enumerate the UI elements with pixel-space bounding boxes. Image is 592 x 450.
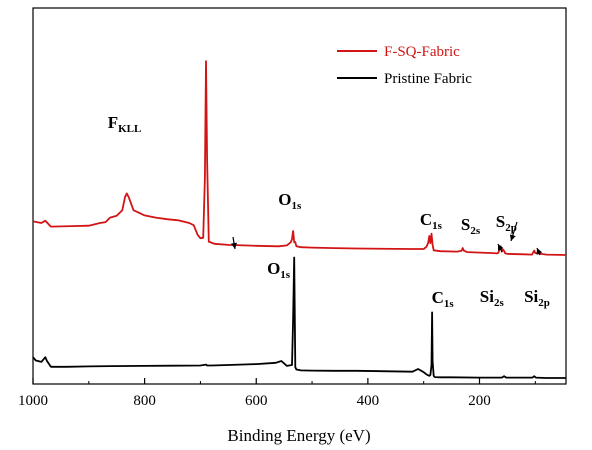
peak-label-si2s: Si2s <box>480 287 505 309</box>
x-tick-label: 400 <box>357 393 380 409</box>
peak-label-o1s: O1s <box>278 190 302 212</box>
legend-label-pristine-fabric: Pristine Fabric <box>384 71 472 87</box>
peak-labels: F1sFKLLO1sC1sS2sS2pSi2sSi2pO1sC1s <box>108 113 550 310</box>
x-tick-label: 200 <box>468 393 491 409</box>
series-line-pristine-fabric <box>32 256 566 379</box>
x-tick-label: 1000 <box>18 393 48 409</box>
peak-label-c1s: C1s <box>420 210 443 232</box>
x-tick-label: 600 <box>245 393 268 409</box>
legend-label-f-sq-fabric: F-SQ-Fabric <box>384 44 460 60</box>
legend: F-SQ-Fabric Pristine Fabric <box>337 44 472 87</box>
peak-label-s2s: S2s <box>461 215 481 237</box>
peak-label-s2p: S2p <box>496 212 517 234</box>
series-line-f-sq-fabric <box>32 60 567 256</box>
x-axis-ticks: 1000 800 600 400 200 <box>18 378 536 409</box>
series-layer <box>32 60 567 379</box>
peak-arrowhead <box>231 242 237 249</box>
peak-arrowhead <box>536 248 543 255</box>
peak-label-si2p: Si2p <box>524 287 550 309</box>
x-axis-title: Binding Energy (eV) <box>227 426 370 445</box>
peak-label-o1s: O1s <box>267 259 291 281</box>
plot-frame <box>32 7 567 385</box>
x-tick-label: 800 <box>133 393 156 409</box>
peak-arrowhead <box>509 234 516 241</box>
peak-label-fkll: FKLL <box>108 113 142 135</box>
peak-arrowhead <box>498 244 504 251</box>
peak-label-c1s: C1s <box>432 288 455 310</box>
